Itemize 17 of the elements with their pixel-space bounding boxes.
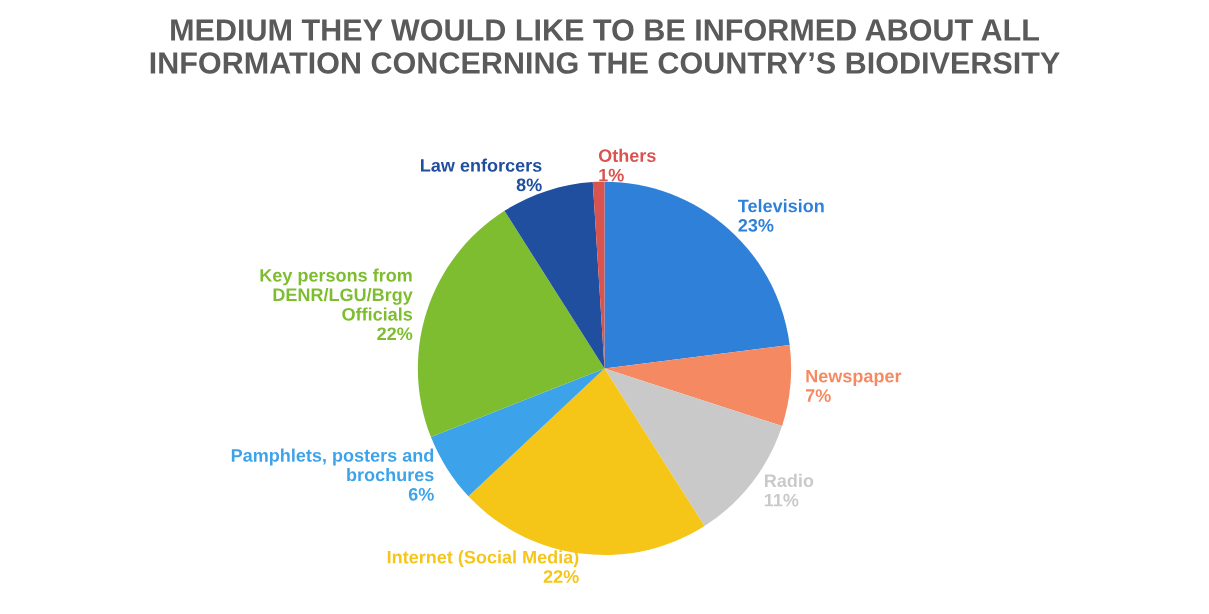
data-label: 6% bbox=[408, 487, 434, 501]
slice-label: Key persons from DENR/LGU/Brgy Officials bbox=[260, 268, 413, 321]
slice-label: Internet (Social Media) bbox=[387, 550, 579, 568]
slice-label: Pamphlets, posters and brochures bbox=[231, 448, 434, 482]
data-label: 23% bbox=[738, 218, 774, 232]
data-label: 22% bbox=[377, 327, 413, 341]
slice-label: Newspaper bbox=[806, 369, 902, 387]
slice-label: Television bbox=[738, 199, 824, 213]
slice-label: Others bbox=[598, 148, 656, 163]
data-label: 1% bbox=[599, 168, 624, 182]
data-label: 8% bbox=[516, 178, 542, 192]
pie-slice bbox=[604, 345, 792, 427]
data-label: 22% bbox=[543, 570, 579, 583]
pie-slice bbox=[417, 210, 605, 438]
data-label: 7% bbox=[805, 389, 831, 402]
chart-title: MEDIUM THEY WOULD LIKE TO BE INFORMED ABOUT ALL INFORMATION CONCERNING THE COUNTRY’S BIODIVERSITY bbox=[150, 19, 1060, 74]
slice-label: Law enforcers bbox=[421, 158, 542, 172]
